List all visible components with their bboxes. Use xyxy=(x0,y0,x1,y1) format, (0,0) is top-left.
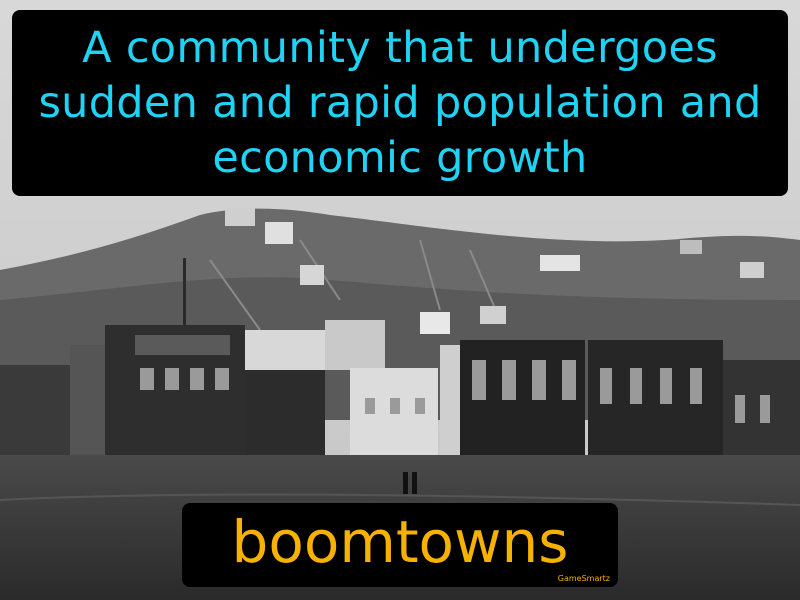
term-text: boomtowns xyxy=(231,508,569,576)
definition-box: A community that undergoes sudden and ra… xyxy=(12,10,788,196)
term-box: boomtowns GameSmartz xyxy=(182,503,618,587)
definition-text: A community that undergoes sudden and ra… xyxy=(38,22,762,183)
brand-label: GameSmartz xyxy=(557,574,610,583)
